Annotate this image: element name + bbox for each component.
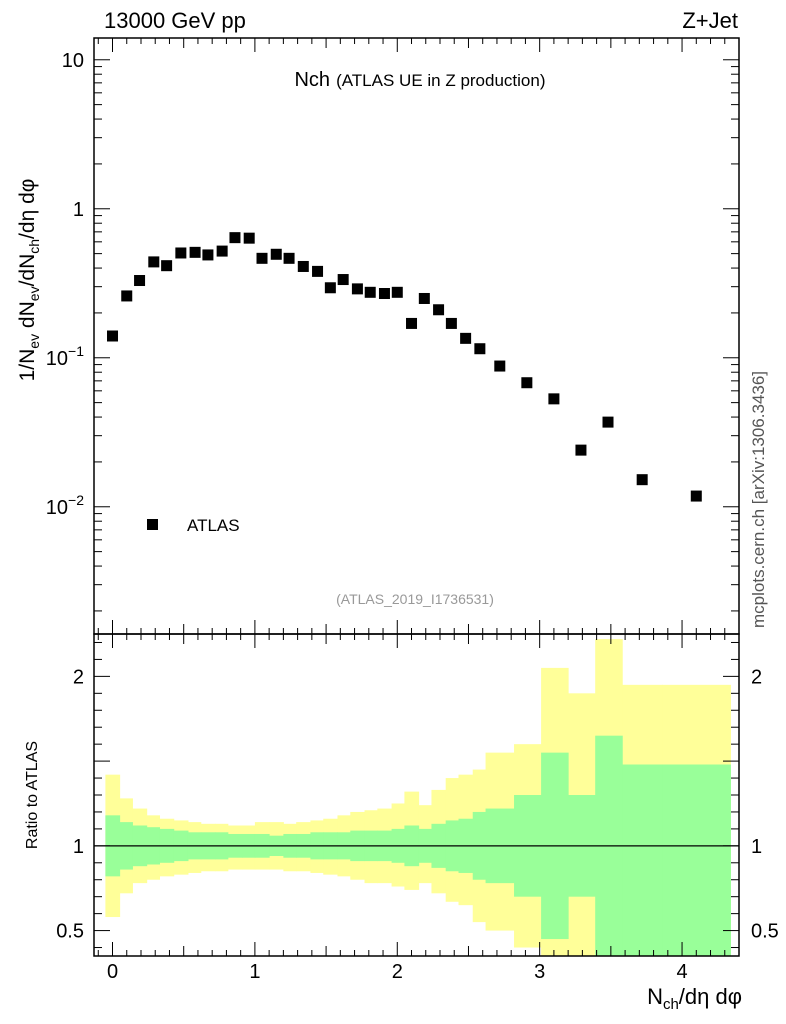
x-axis-label: Nch/dη dφ xyxy=(647,984,742,1013)
ratio-y-axis-label: Ratio to ATLAS xyxy=(24,741,41,849)
plot-title: Nch (ATLAS UE in Z production) xyxy=(294,69,545,91)
plot-title-main: Nch xyxy=(294,69,330,91)
data-point xyxy=(256,252,268,264)
main-y-axis-label: 1/Nev dNev/dNch/dη dφ xyxy=(16,179,42,382)
data-point xyxy=(297,260,309,272)
data-point xyxy=(391,286,403,298)
data-point xyxy=(494,360,506,372)
ratio-plot-panel: 0.5 0.5 1 1 2 2 0 1 2 3 4 Ratio to ATLAS Nch/dη dφ xyxy=(24,633,779,1013)
data-point xyxy=(378,287,390,299)
data-point xyxy=(445,317,457,329)
data-point xyxy=(364,286,376,298)
data-point xyxy=(202,249,214,261)
data-point xyxy=(351,283,363,295)
energy-label: 13000 GeV pp xyxy=(104,8,246,33)
ratio-y-tick-label-left: 2 xyxy=(73,666,84,688)
x-tick-label: 3 xyxy=(534,961,545,983)
data-point xyxy=(521,377,533,389)
y-tick-label: 10−2 xyxy=(46,492,84,519)
data-point xyxy=(189,246,201,258)
data-point xyxy=(548,393,560,405)
analysis-id-label: (ATLAS_2019_I1736531) xyxy=(336,591,494,607)
x-tick-label: 2 xyxy=(392,961,403,983)
stat-uncertainty-bar xyxy=(662,764,731,956)
legend-label: ATLAS xyxy=(187,516,240,535)
y-tick-label: 1 xyxy=(73,199,84,221)
data-point xyxy=(270,248,282,260)
x-tick-label: 4 xyxy=(676,961,687,983)
plot-title-sub: (ATLAS UE in Z production) xyxy=(336,71,545,90)
data-point xyxy=(418,292,430,304)
process-label: Z+Jet xyxy=(682,8,738,33)
data-point xyxy=(337,274,349,286)
data-point xyxy=(602,416,614,428)
y-tick-label: 10 xyxy=(62,50,84,72)
data-point xyxy=(406,317,418,329)
data-point xyxy=(148,256,160,268)
data-point xyxy=(433,304,445,316)
x-tick-label: 0 xyxy=(107,961,118,983)
data-point xyxy=(134,275,146,287)
data-point xyxy=(216,245,228,257)
data-point xyxy=(690,490,702,502)
ratio-y-tick-label-left: 0.5 xyxy=(56,921,84,943)
data-point xyxy=(175,247,187,259)
data-point xyxy=(121,290,133,302)
data-point xyxy=(474,343,486,355)
data-point xyxy=(243,232,255,244)
y-tick-label: 10−1 xyxy=(46,343,84,370)
watermark-text: mcplots.cern.ch [arXiv:1306.3436] xyxy=(749,371,768,628)
data-point xyxy=(636,474,648,486)
main-plot-frame xyxy=(93,37,740,635)
ratio-y-tick-label-left: 1 xyxy=(73,836,84,858)
data-point xyxy=(229,232,241,244)
data-point xyxy=(283,252,295,264)
ratio-y-tick-label-right: 0.5 xyxy=(751,921,779,943)
x-tick-label: 1 xyxy=(249,961,260,983)
stat-uncertainty-bar xyxy=(622,764,663,956)
data-point xyxy=(161,260,173,272)
data-point xyxy=(460,332,472,344)
data-point xyxy=(324,282,336,294)
ratio-y-tick-label-right: 1 xyxy=(751,836,762,858)
legend-marker xyxy=(147,519,158,530)
data-point xyxy=(312,265,324,277)
data-point xyxy=(107,330,119,342)
main-plot-panel: 10 1 10−1 10−2 Nch (ATLAS UE in Z production… xyxy=(16,37,740,635)
data-point xyxy=(575,444,587,456)
ratio-y-tick-label-right: 2 xyxy=(751,666,762,688)
